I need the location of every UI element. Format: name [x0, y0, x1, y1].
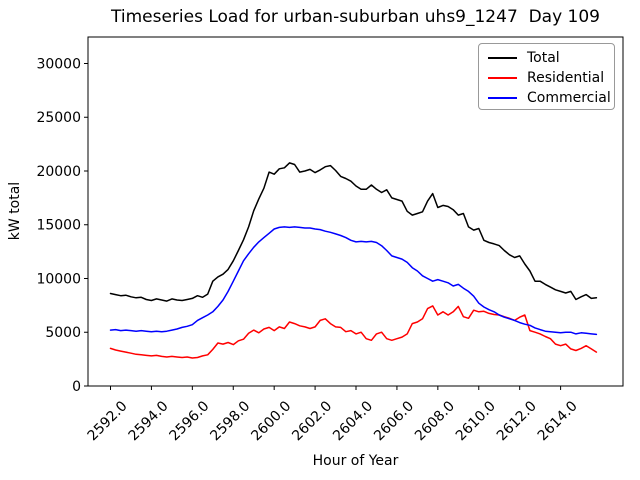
x-axis-tick-label: 2604.0: [330, 398, 376, 444]
y-axis-tick-label: 10000: [36, 271, 81, 287]
total-line-sample: [488, 57, 517, 59]
y-axis-tick-label: 5000: [45, 325, 81, 341]
commercial-line: [109, 226, 598, 336]
legend-label-residential: Residential: [527, 70, 605, 86]
legend-item-commercial: Commercial: [488, 88, 614, 108]
x-axis-tick-label: 2612.0: [494, 398, 540, 444]
y-axis-tick-label: 25000: [36, 110, 81, 126]
legend-label-commercial: Commercial: [527, 90, 611, 106]
total-line: [109, 162, 598, 302]
y-axis-tick-label: 20000: [36, 164, 81, 180]
legend-label-total: Total: [527, 50, 560, 66]
x-axis-tick-label: 2596.0: [167, 398, 213, 444]
legend-item-total: Total: [488, 48, 614, 68]
x-axis-tick-label: 2606.0: [371, 398, 417, 444]
commercial-line-sample: [488, 97, 517, 99]
residential-line: [109, 305, 598, 359]
x-axis-tick-label: 2592.0: [85, 398, 131, 444]
chart-title: Timeseries Load for urban-suburban uhs9_…: [111, 7, 600, 27]
x-axis-tick-label: 2600.0: [248, 398, 294, 444]
x-axis-label: Hour of Year: [312, 453, 399, 469]
legend: Total Residential Commercial: [478, 43, 615, 110]
x-axis-tick-label: 2594.0: [126, 398, 172, 444]
x-axis-tick-label: 2610.0: [453, 398, 499, 444]
y-axis-tick-label: 0: [72, 379, 81, 395]
residential-line-sample: [488, 77, 517, 79]
plot-border: [87, 36, 624, 387]
y-axis-tick-label: 15000: [36, 218, 81, 234]
x-axis-tick-label: 2602.0: [289, 398, 335, 444]
legend-item-residential: Residential: [488, 68, 614, 88]
y-axis-tick-label: 30000: [36, 56, 81, 72]
x-axis-tick-label: 2608.0: [412, 398, 458, 444]
x-axis-tick-label: 2598.0: [207, 398, 253, 444]
x-axis-tick-label: 2614.0: [535, 398, 581, 444]
